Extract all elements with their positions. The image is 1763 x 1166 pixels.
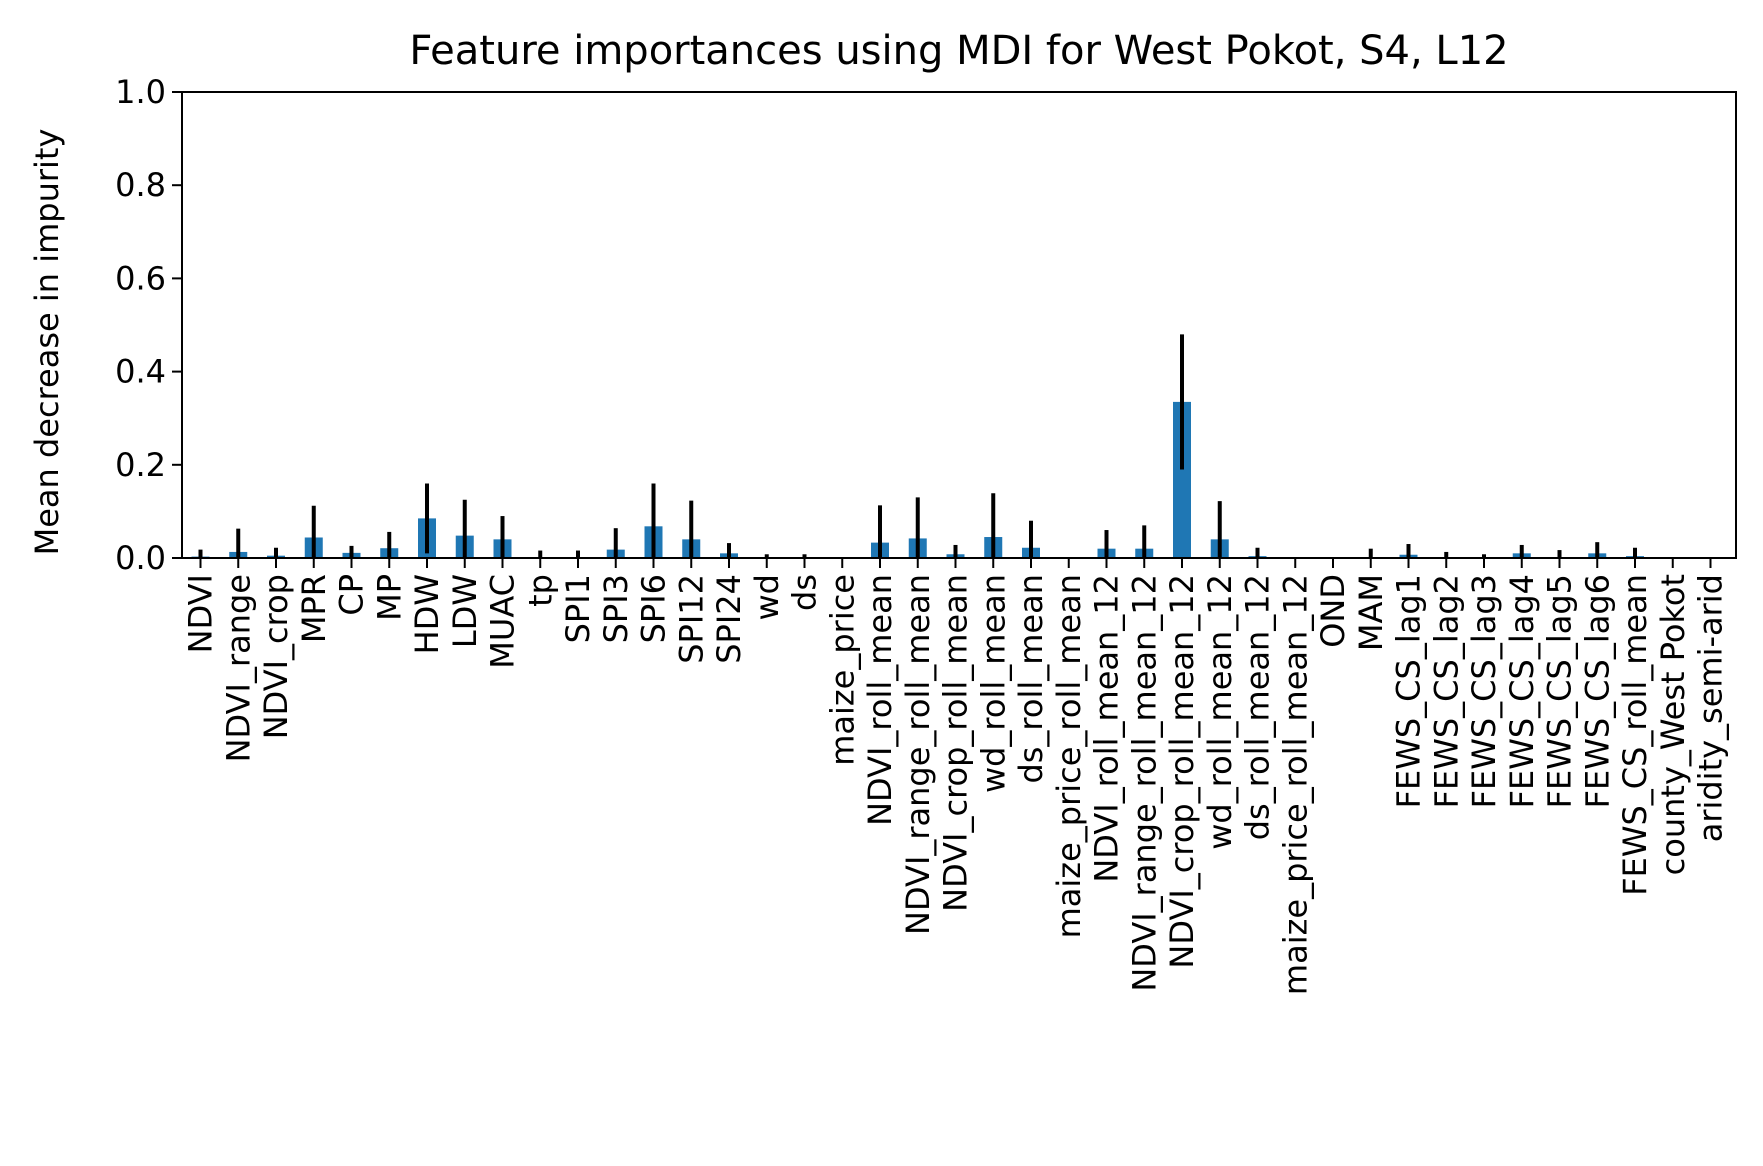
x-tick-label: NDVI_crop_roll_mean_12 bbox=[1163, 574, 1201, 969]
x-tick-label: MAM bbox=[1352, 574, 1390, 651]
x-tick-label: MUAC bbox=[484, 574, 522, 669]
x-tick-label: HDW bbox=[408, 574, 446, 654]
x-tick-label: FEWS_CS_lag2 bbox=[1427, 574, 1465, 808]
y-tick-label: 0.0 bbox=[115, 539, 166, 577]
x-tick-label: FEWS_CS_lag6 bbox=[1578, 574, 1616, 808]
x-tick-label: SPI6 bbox=[635, 574, 673, 643]
chart-title: Feature importances using MDI for West P… bbox=[409, 28, 1508, 74]
x-tick-label: LDW bbox=[446, 574, 484, 648]
x-tick-label: tp bbox=[521, 574, 559, 607]
plot-area bbox=[191, 334, 1644, 558]
y-axis: 0.0 0.2 0.4 0.6 0.8 1.0 bbox=[115, 73, 182, 577]
x-tick-label: wd bbox=[748, 574, 786, 620]
x-tick-label: MP bbox=[370, 574, 408, 621]
x-tick-label: NDVI_range_roll_mean bbox=[899, 574, 937, 935]
x-tick-label: MPR bbox=[295, 574, 333, 643]
x-tick-label: NDVI_crop bbox=[257, 574, 295, 739]
x-tick-label: wd_roll_mean bbox=[974, 574, 1012, 793]
y-tick-label: 0.6 bbox=[115, 259, 166, 297]
x-tick-label: ds_roll_mean bbox=[1012, 574, 1050, 784]
x-tick-label: NDVI_crop_roll_mean bbox=[937, 574, 975, 912]
x-tick-label: county_West Pokot bbox=[1654, 574, 1692, 875]
x-tick-label: wd_roll_mean_12 bbox=[1201, 574, 1239, 850]
x-tick-label: SPI3 bbox=[597, 574, 635, 643]
x-tick-label: maize_price_roll_mean bbox=[1050, 574, 1088, 938]
plot-frame bbox=[181, 91, 1737, 559]
x-tick-label: FEWS_CS_lag5 bbox=[1541, 574, 1579, 808]
x-axis: NDVI NDVI_range NDVI_crop MPR CP MP HDW LDW MUAC… bbox=[182, 558, 1730, 995]
x-tick-label: SPI1 bbox=[559, 574, 597, 643]
x-tick-label: FEWS_CS_roll_mean bbox=[1616, 574, 1654, 896]
x-tick-label: OND bbox=[1314, 574, 1352, 648]
x-tick-label: FEWS_CS_lag3 bbox=[1465, 574, 1503, 808]
y-tick-label: 0.2 bbox=[115, 446, 166, 484]
x-tick-label: FEWS_CS_lag4 bbox=[1503, 574, 1541, 808]
x-tick-label: NDVI_roll_mean_12 bbox=[1088, 574, 1126, 883]
x-tick-label: NDVI bbox=[182, 574, 220, 653]
bar bbox=[1173, 401, 1191, 558]
x-tick-label: NDVI_range bbox=[219, 574, 257, 762]
y-tick-label: 0.4 bbox=[115, 353, 166, 391]
y-axis-label: Mean decrease in impurity bbox=[28, 129, 66, 556]
x-tick-label: SPI12 bbox=[672, 574, 710, 664]
x-tick-label: SPI24 bbox=[710, 574, 748, 664]
x-tick-label: maize_price_roll_mean_12 bbox=[1276, 574, 1314, 995]
x-tick-label: ds bbox=[786, 574, 824, 611]
y-tick-label: 0.8 bbox=[115, 166, 166, 204]
x-tick-label: CP bbox=[333, 574, 371, 616]
x-tick-label: FEWS_CS_lag1 bbox=[1390, 574, 1428, 808]
x-tick-label: maize_price bbox=[823, 574, 861, 766]
x-tick-label: aridity_semi-arid bbox=[1692, 574, 1730, 842]
x-tick-label: ds_roll_mean_12 bbox=[1239, 574, 1277, 840]
y-tick-label: 1.0 bbox=[115, 73, 166, 111]
x-tick-label: NDVI_range_roll_mean_12 bbox=[1125, 574, 1163, 992]
x-tick-label: NDVI_roll_mean bbox=[861, 574, 899, 826]
